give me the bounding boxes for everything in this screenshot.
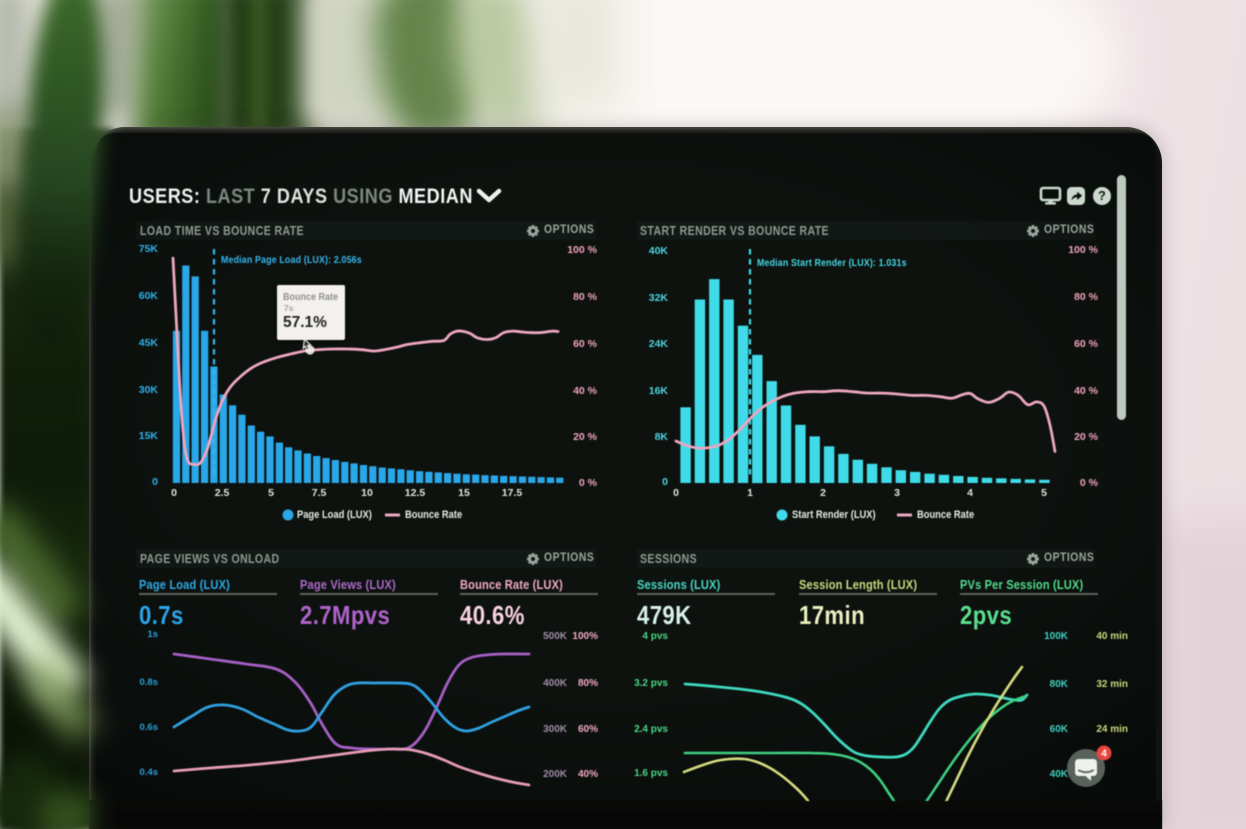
svg-text:?: ? [1098, 189, 1106, 203]
svg-text:4: 4 [1101, 749, 1107, 760]
